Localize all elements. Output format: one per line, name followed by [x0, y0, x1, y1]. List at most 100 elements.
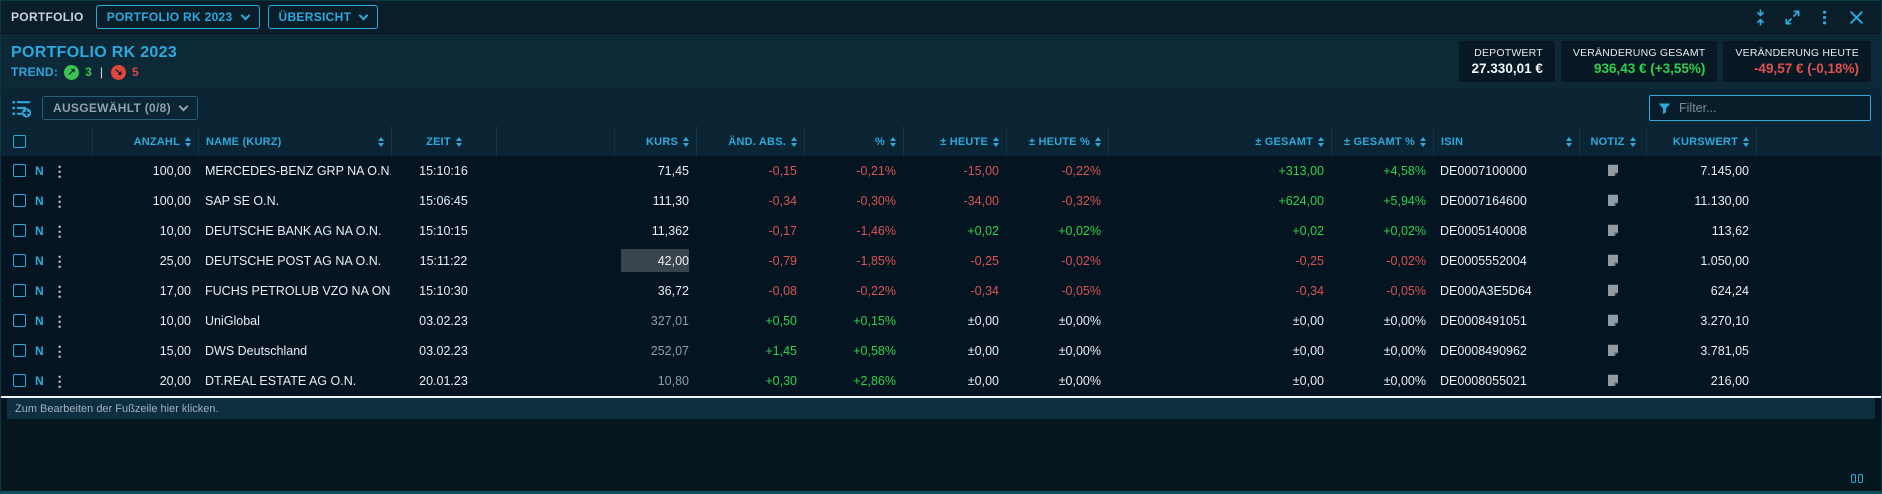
row-checkbox[interactable]	[13, 314, 26, 327]
cell-kurswert: 624,24	[1710, 283, 1749, 298]
sort-icon	[378, 136, 384, 147]
news-flag[interactable]: N	[35, 253, 44, 268]
kebab-menu-icon[interactable]	[1816, 9, 1833, 26]
cell-pct: +2,86%	[853, 373, 896, 388]
table-row[interactable]: N ⋮ 20,00 DT.REAL ESTATE AG O.N. 20.01.2…	[1, 366, 1881, 396]
note-icon[interactable]	[1607, 164, 1619, 177]
note-icon[interactable]	[1607, 314, 1619, 327]
table-row[interactable]: N ⋮ 17,00 FUCHS PETROLUB VZO NA ON 15:10…	[1, 276, 1881, 306]
select-all-checkbox[interactable]	[13, 135, 26, 148]
cell-kurs[interactable]: 252,07	[650, 343, 689, 358]
col-anzahl[interactable]: ANZAHL	[92, 127, 198, 156]
col-aend-abs[interactable]: ÄND. ABS.	[696, 127, 804, 156]
row-checkbox[interactable]	[13, 374, 26, 387]
cell-kurs[interactable]: 10,80	[657, 373, 689, 388]
row-checkbox[interactable]	[13, 164, 26, 177]
row-select-cell: N ⋮	[1, 186, 92, 215]
news-flag[interactable]: N	[35, 313, 44, 328]
cell-isin: DE000A3E5D64	[1440, 283, 1532, 298]
row-checkbox[interactable]	[13, 254, 26, 267]
expand-icon[interactable]	[1784, 9, 1801, 26]
news-flag[interactable]: N	[35, 343, 44, 358]
cell-kurs[interactable]: 11,362	[651, 223, 689, 238]
col-zeit[interactable]: ZEIT	[391, 127, 496, 156]
cell-pct: -0,22%	[856, 283, 896, 298]
row-menu-icon[interactable]: ⋮	[52, 372, 67, 389]
selected-dropdown[interactable]: AUSGEWÄHLT (0/8)	[42, 96, 198, 120]
col-gesamt[interactable]: ± GESAMT	[1108, 127, 1331, 156]
cell-gesamt: ±0,00	[1292, 343, 1324, 358]
cell-heute: -0,34	[970, 283, 1000, 298]
cell-gesamt-pct: +5,94%	[1383, 193, 1426, 208]
row-menu-icon[interactable]: ⋮	[52, 222, 67, 239]
news-flag[interactable]: N	[35, 223, 44, 238]
note-icon[interactable]	[1607, 374, 1619, 387]
cell-pct: -1,85%	[856, 253, 896, 268]
sort-icon	[993, 136, 999, 147]
row-menu-icon[interactable]: ⋮	[52, 312, 67, 329]
cell-name[interactable]: SAP SE O.N.	[205, 193, 280, 208]
cell-heute: ±0,00	[967, 343, 999, 358]
portfolio-dropdown[interactable]: PORTFOLIO RK 2023	[95, 5, 260, 29]
col-kurs[interactable]: KURS	[614, 127, 696, 156]
cell-name[interactable]: DWS Deutschland	[205, 343, 308, 358]
collapse-icon[interactable]	[1752, 8, 1769, 26]
news-flag[interactable]: N	[35, 283, 44, 298]
cell-name[interactable]: UniGlobal	[205, 313, 260, 328]
news-flag[interactable]: N	[35, 373, 44, 388]
cell-aend-abs: +0,50	[765, 313, 797, 328]
table-row[interactable]: N ⋮ 100,00 MERCEDES-BENZ GRP NA O.N. 15:…	[1, 156, 1881, 186]
cell-kurs[interactable]: 42,00	[614, 246, 696, 275]
filter-input[interactable]	[1679, 101, 1862, 115]
cell-name[interactable]: DT.REAL ESTATE AG O.N.	[205, 373, 357, 388]
col-pct[interactable]: %	[804, 127, 903, 156]
row-checkbox[interactable]	[13, 284, 26, 297]
cell-name[interactable]: FUCHS PETROLUB VZO NA ON	[205, 283, 391, 298]
table-row[interactable]: N ⋮ 10,00 UniGlobal 03.02.23 327,01 +0,5…	[1, 306, 1881, 336]
col-kurswert[interactable]: KURSWERT	[1646, 127, 1756, 156]
row-checkbox[interactable]	[13, 194, 26, 207]
cell-kurs[interactable]: 71,45	[657, 163, 689, 178]
table-row[interactable]: N ⋮ 15,00 DWS Deutschland 03.02.23 252,0…	[1, 336, 1881, 366]
sort-icon	[185, 136, 191, 147]
cell-name[interactable]: DEUTSCHE POST AG NA O.N.	[205, 253, 382, 268]
cell-aend-abs: +1,45	[765, 343, 797, 358]
col-gesamt-pct[interactable]: ± GESAMT %	[1331, 127, 1433, 156]
cell-kurs[interactable]: 327,01	[650, 313, 689, 328]
row-menu-icon[interactable]: ⋮	[52, 192, 67, 209]
row-checkbox[interactable]	[13, 224, 26, 237]
note-icon[interactable]	[1607, 254, 1619, 267]
news-flag[interactable]: N	[35, 163, 44, 178]
col-heute[interactable]: ± HEUTE	[903, 127, 1006, 156]
cell-name[interactable]: DEUTSCHE BANK AG NA O.N.	[205, 223, 382, 238]
col-isin[interactable]: ISIN	[1433, 127, 1579, 156]
row-menu-icon[interactable]: ⋮	[52, 252, 67, 269]
sort-icon	[455, 136, 462, 147]
table-row[interactable]: N ⋮ 25,00 DEUTSCHE POST AG NA O.N. 15:11…	[1, 246, 1881, 276]
table-row[interactable]: N ⋮ 100,00 SAP SE O.N. 15:06:45 111,30 -…	[1, 186, 1881, 216]
row-menu-icon[interactable]: ⋮	[52, 282, 67, 299]
row-menu-icon[interactable]: ⋮	[52, 342, 67, 359]
close-icon[interactable]	[1848, 9, 1865, 26]
table-row[interactable]: N ⋮ 10,00 DEUTSCHE BANK AG NA O.N. 15:10…	[1, 216, 1881, 246]
cell-zeit: 15:10:16	[419, 163, 468, 178]
cell-kurswert: 3.270,10	[1700, 313, 1749, 328]
cell-kurs[interactable]: 111,30	[652, 193, 689, 208]
cell-kurs[interactable]: 36,72	[657, 283, 689, 298]
footer-edit-hint[interactable]: Zum Bearbeiten der Fußzeile hier klicken…	[7, 398, 1875, 419]
row-checkbox[interactable]	[13, 344, 26, 357]
note-icon[interactable]	[1607, 344, 1619, 357]
cell-heute: -34,00	[963, 193, 999, 208]
col-heute-pct[interactable]: ± HEUTE %	[1006, 127, 1108, 156]
note-icon[interactable]	[1607, 284, 1619, 297]
col-notiz[interactable]: NOTIZ	[1579, 127, 1646, 156]
row-menu-icon[interactable]: ⋮	[52, 162, 67, 179]
filter-box[interactable]	[1649, 95, 1871, 121]
note-icon[interactable]	[1607, 194, 1619, 207]
col-name[interactable]: NAME (KURZ)	[198, 127, 391, 156]
cell-name[interactable]: MERCEDES-BENZ GRP NA O.N.	[205, 163, 391, 178]
note-icon[interactable]	[1607, 224, 1619, 237]
news-flag[interactable]: N	[35, 193, 44, 208]
add-to-list-icon[interactable]	[11, 98, 32, 119]
view-dropdown[interactable]: ÜBERSICHT	[267, 5, 379, 29]
